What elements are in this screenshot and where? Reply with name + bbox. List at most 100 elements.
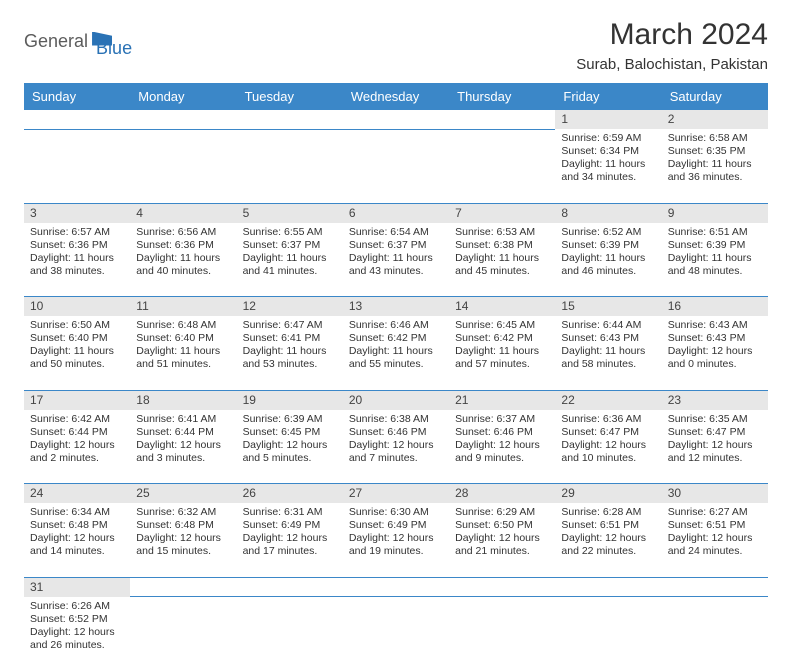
daynum-row: 31 xyxy=(24,577,768,597)
day-detail-cell: Sunrise: 6:35 AMSunset: 6:47 PMDaylight:… xyxy=(662,410,768,484)
day-detail-cell xyxy=(449,597,555,671)
cell-line-dl1: Daylight: 12 hours xyxy=(30,626,124,639)
cell-line-dl2: and 2 minutes. xyxy=(30,452,124,465)
cell-line-dl2: and 43 minutes. xyxy=(349,265,443,278)
cell-line-sr: Sunrise: 6:58 AM xyxy=(668,132,762,145)
cell-line-sr: Sunrise: 6:37 AM xyxy=(455,413,549,426)
cell-line-dl1: Daylight: 12 hours xyxy=(30,439,124,452)
day-detail-cell xyxy=(130,597,236,671)
weekday-header: Friday xyxy=(555,83,661,110)
day-detail-cell: Sunrise: 6:42 AMSunset: 6:44 PMDaylight:… xyxy=(24,410,130,484)
cell-line-sr: Sunrise: 6:47 AM xyxy=(243,319,337,332)
cell-line-sr: Sunrise: 6:48 AM xyxy=(136,319,230,332)
cell-line-dl2: and 41 minutes. xyxy=(243,265,337,278)
cell-line-dl2: and 38 minutes. xyxy=(30,265,124,278)
cell-line-sr: Sunrise: 6:42 AM xyxy=(30,413,124,426)
cell-line-dl1: Daylight: 11 hours xyxy=(349,252,443,265)
cell-line-dl1: Daylight: 12 hours xyxy=(668,532,762,545)
calendar-table: Sunday Monday Tuesday Wednesday Thursday… xyxy=(24,83,768,671)
day-number-cell: 1 xyxy=(555,110,661,129)
cell-line-sr: Sunrise: 6:39 AM xyxy=(243,413,337,426)
cell-line-ss: Sunset: 6:36 PM xyxy=(30,239,124,252)
cell-line-dl2: and 19 minutes. xyxy=(349,545,443,558)
day-detail-cell: Sunrise: 6:26 AMSunset: 6:52 PMDaylight:… xyxy=(24,597,130,671)
logo-text-general: General xyxy=(24,31,88,52)
cell-line-dl2: and 9 minutes. xyxy=(455,452,549,465)
cell-line-dl1: Daylight: 12 hours xyxy=(136,439,230,452)
cell-line-dl2: and 10 minutes. xyxy=(561,452,655,465)
day-detail-cell xyxy=(237,597,343,671)
day-detail-cell: Sunrise: 6:30 AMSunset: 6:49 PMDaylight:… xyxy=(343,503,449,577)
header: General Blue March 2024 Surab, Balochist… xyxy=(24,18,768,73)
cell-line-dl2: and 22 minutes. xyxy=(561,545,655,558)
cell-line-dl1: Daylight: 11 hours xyxy=(243,252,337,265)
day-number-cell xyxy=(662,577,768,597)
day-number-cell: 3 xyxy=(24,203,130,223)
cell-line-dl2: and 14 minutes. xyxy=(30,545,124,558)
daynum-row: 10111213141516 xyxy=(24,297,768,317)
day-detail-cell: Sunrise: 6:31 AMSunset: 6:49 PMDaylight:… xyxy=(237,503,343,577)
daynum-row: 17181920212223 xyxy=(24,390,768,410)
cell-line-ss: Sunset: 6:49 PM xyxy=(349,519,443,532)
cell-line-ss: Sunset: 6:51 PM xyxy=(561,519,655,532)
day-detail-cell: Sunrise: 6:32 AMSunset: 6:48 PMDaylight:… xyxy=(130,503,236,577)
cell-line-sr: Sunrise: 6:35 AM xyxy=(668,413,762,426)
cell-line-ss: Sunset: 6:39 PM xyxy=(561,239,655,252)
cell-line-dl1: Daylight: 11 hours xyxy=(30,345,124,358)
cell-line-dl2: and 34 minutes. xyxy=(561,171,655,184)
day-number-cell: 12 xyxy=(237,297,343,317)
day-number-cell: 25 xyxy=(130,484,236,504)
cell-line-ss: Sunset: 6:42 PM xyxy=(349,332,443,345)
cell-line-dl1: Daylight: 12 hours xyxy=(30,532,124,545)
day-number-cell: 4 xyxy=(130,203,236,223)
weekday-header: Monday xyxy=(130,83,236,110)
day-detail-cell: Sunrise: 6:55 AMSunset: 6:37 PMDaylight:… xyxy=(237,223,343,297)
day-number-cell: 21 xyxy=(449,390,555,410)
cell-line-sr: Sunrise: 6:43 AM xyxy=(668,319,762,332)
day-number-cell: 23 xyxy=(662,390,768,410)
cell-line-sr: Sunrise: 6:32 AM xyxy=(136,506,230,519)
cell-line-sr: Sunrise: 6:55 AM xyxy=(243,226,337,239)
day-detail-cell: Sunrise: 6:34 AMSunset: 6:48 PMDaylight:… xyxy=(24,503,130,577)
cell-line-dl2: and 55 minutes. xyxy=(349,358,443,371)
day-detail-cell: Sunrise: 6:51 AMSunset: 6:39 PMDaylight:… xyxy=(662,223,768,297)
day-number-cell: 8 xyxy=(555,203,661,223)
cell-line-ss: Sunset: 6:46 PM xyxy=(349,426,443,439)
cell-line-sr: Sunrise: 6:34 AM xyxy=(30,506,124,519)
cell-line-ss: Sunset: 6:37 PM xyxy=(243,239,337,252)
day-number-cell xyxy=(237,577,343,597)
cell-line-ss: Sunset: 6:39 PM xyxy=(668,239,762,252)
cell-line-dl1: Daylight: 11 hours xyxy=(243,345,337,358)
cell-line-ss: Sunset: 6:40 PM xyxy=(30,332,124,345)
day-number-cell xyxy=(343,577,449,597)
day-detail-cell: Sunrise: 6:54 AMSunset: 6:37 PMDaylight:… xyxy=(343,223,449,297)
day-detail-cell: Sunrise: 6:48 AMSunset: 6:40 PMDaylight:… xyxy=(130,316,236,390)
detail-row: Sunrise: 6:57 AMSunset: 6:36 PMDaylight:… xyxy=(24,223,768,297)
cell-line-sr: Sunrise: 6:26 AM xyxy=(30,600,124,613)
day-detail-cell: Sunrise: 6:50 AMSunset: 6:40 PMDaylight:… xyxy=(24,316,130,390)
day-detail-cell xyxy=(343,597,449,671)
cell-line-sr: Sunrise: 6:28 AM xyxy=(561,506,655,519)
day-detail-cell xyxy=(343,129,449,203)
cell-line-dl1: Daylight: 11 hours xyxy=(30,252,124,265)
cell-line-dl1: Daylight: 11 hours xyxy=(668,158,762,171)
day-detail-cell xyxy=(662,597,768,671)
day-number-cell: 27 xyxy=(343,484,449,504)
day-detail-cell xyxy=(449,129,555,203)
day-number-cell: 9 xyxy=(662,203,768,223)
cell-line-ss: Sunset: 6:36 PM xyxy=(136,239,230,252)
day-detail-cell xyxy=(130,129,236,203)
cell-line-dl1: Daylight: 11 hours xyxy=(455,252,549,265)
cell-line-dl2: and 26 minutes. xyxy=(30,639,124,652)
day-detail-cell: Sunrise: 6:43 AMSunset: 6:43 PMDaylight:… xyxy=(662,316,768,390)
day-detail-cell: Sunrise: 6:53 AMSunset: 6:38 PMDaylight:… xyxy=(449,223,555,297)
cell-line-dl1: Daylight: 11 hours xyxy=(349,345,443,358)
detail-row: Sunrise: 6:50 AMSunset: 6:40 PMDaylight:… xyxy=(24,316,768,390)
weekday-header: Tuesday xyxy=(237,83,343,110)
cell-line-dl2: and 40 minutes. xyxy=(136,265,230,278)
cell-line-dl1: Daylight: 12 hours xyxy=(668,439,762,452)
month-title: March 2024 xyxy=(576,18,768,52)
day-number-cell: 31 xyxy=(24,577,130,597)
detail-row: Sunrise: 6:42 AMSunset: 6:44 PMDaylight:… xyxy=(24,410,768,484)
cell-line-sr: Sunrise: 6:50 AM xyxy=(30,319,124,332)
